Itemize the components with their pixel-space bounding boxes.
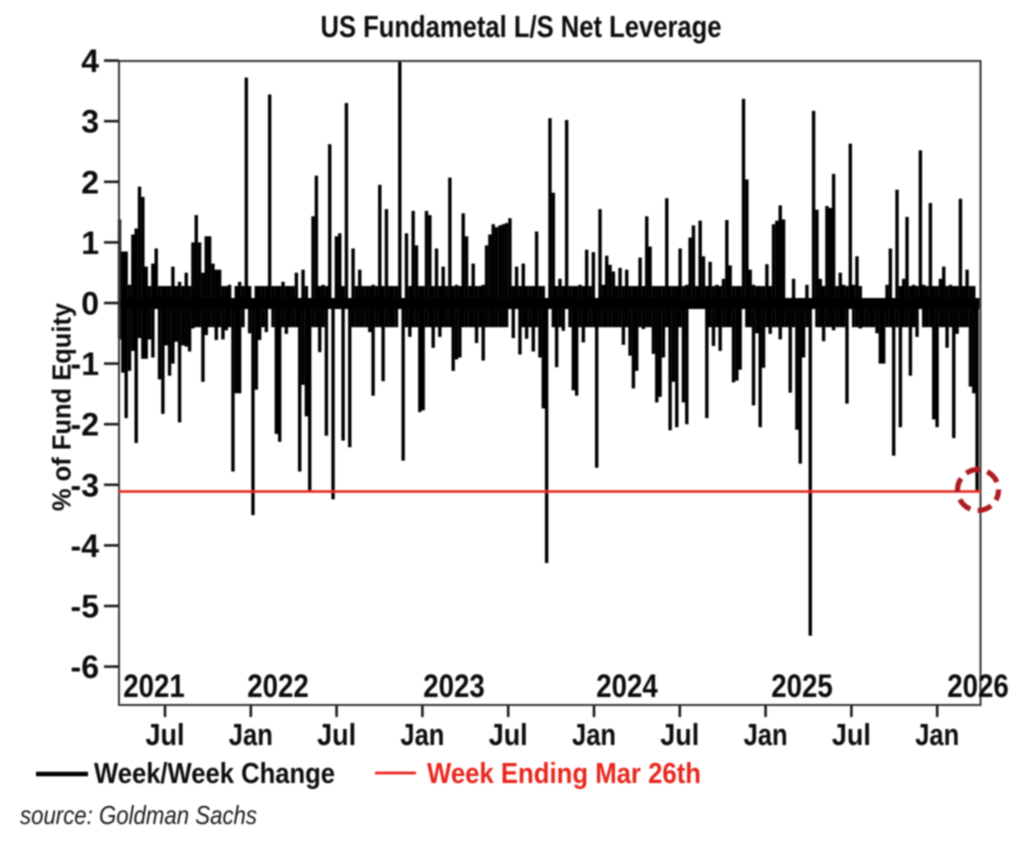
- svg-text:Jul: Jul: [660, 717, 699, 752]
- svg-text:2024: 2024: [596, 668, 658, 704]
- svg-text:Jan: Jan: [572, 717, 616, 752]
- svg-text:Jul: Jul: [489, 717, 528, 752]
- svg-text:source: Goldman Sachs: source: Goldman Sachs: [20, 800, 257, 830]
- svg-text:2022: 2022: [247, 668, 309, 704]
- svg-text:Week Ending Mar 26th: Week Ending Mar 26th: [427, 758, 701, 790]
- svg-text:-1: -1: [71, 346, 99, 382]
- svg-text:Jan: Jan: [915, 717, 959, 752]
- svg-text:-6: -6: [71, 649, 99, 685]
- svg-text:Jul: Jul: [146, 717, 185, 752]
- svg-text:Jul: Jul: [317, 717, 356, 752]
- svg-text:4: 4: [81, 43, 99, 79]
- svg-text:-3: -3: [71, 467, 99, 503]
- svg-text:2026: 2026: [947, 668, 1009, 704]
- svg-text:2: 2: [81, 164, 99, 200]
- svg-text:2025: 2025: [771, 668, 833, 704]
- svg-text:US Fundametal L/S Net Leverage: US Fundametal L/S Net Leverage: [321, 9, 722, 44]
- svg-text:2023: 2023: [423, 668, 485, 704]
- svg-text:% of Fund Equity: % of Fund Equity: [49, 302, 77, 511]
- svg-text:Jan: Jan: [229, 717, 273, 752]
- svg-text:1: 1: [81, 225, 99, 261]
- svg-text:-5: -5: [71, 589, 99, 625]
- svg-text:-4: -4: [71, 528, 100, 564]
- svg-text:Week/Week Change: Week/Week Change: [94, 758, 335, 790]
- svg-text:Jul: Jul: [832, 717, 871, 752]
- svg-text:Jan: Jan: [744, 717, 788, 752]
- svg-text:2021: 2021: [123, 668, 185, 704]
- svg-text:-2: -2: [71, 407, 99, 443]
- svg-text:3: 3: [81, 104, 99, 140]
- svg-text:Jan: Jan: [400, 717, 444, 752]
- svg-text:0: 0: [81, 286, 99, 322]
